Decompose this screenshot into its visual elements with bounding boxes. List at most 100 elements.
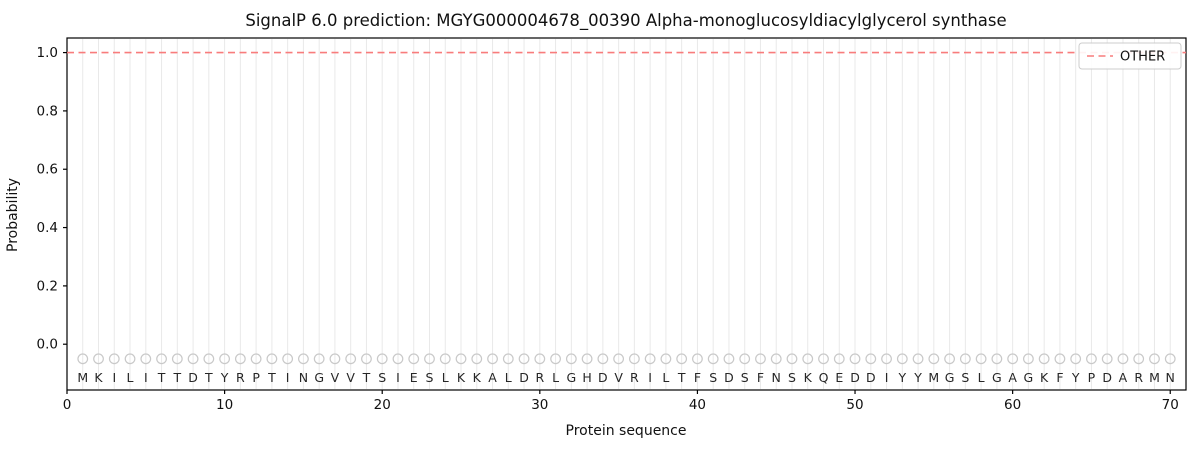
residue-letter: P	[1088, 370, 1096, 385]
residue-marker-circle	[723, 353, 735, 365]
residue-marker-circle	[1149, 353, 1160, 365]
residue-letter: Y	[1071, 370, 1080, 385]
residue-letter: D	[519, 370, 529, 385]
residue-letter: R	[1134, 370, 1143, 385]
residue-letter: S	[709, 370, 717, 385]
x-tick-label: 50	[846, 397, 863, 413]
residue-marker-circle	[471, 353, 483, 365]
residue-marker-circle	[565, 353, 577, 365]
residue-letter: G	[314, 370, 324, 385]
y-tick-label: 1.0	[37, 45, 58, 61]
residue-marker-circle	[219, 353, 231, 365]
residue-marker-circle	[266, 353, 278, 365]
residue-marker-circle	[802, 353, 814, 365]
residue-marker-circle	[1022, 353, 1034, 365]
residue-marker-circle	[1054, 353, 1066, 365]
residue-letter: I	[286, 370, 290, 385]
residue-marker-circle	[881, 353, 892, 365]
residue-letter: A	[488, 370, 497, 385]
residue-marker-circle	[1038, 353, 1050, 365]
residue-letter: F	[1056, 370, 1063, 385]
residue-letter: D	[188, 370, 198, 385]
residue-marker-circle	[1007, 353, 1019, 365]
residue-letter: K	[94, 370, 103, 385]
residue-letter: I	[112, 370, 116, 385]
residue-marker-circle	[1164, 353, 1176, 365]
residue-letter: E	[835, 370, 843, 385]
residue-letter: Y	[220, 370, 229, 385]
residue-marker-circle	[282, 353, 294, 365]
residue-marker-circle	[502, 353, 514, 365]
y-tick-label: 0.2	[37, 278, 58, 294]
residue-letter: T	[157, 370, 166, 385]
residue-marker-circle	[534, 353, 546, 365]
residue-marker-circle	[660, 353, 672, 365]
residue-marker-circle	[676, 353, 688, 365]
residue-letter: T	[204, 370, 213, 385]
residue-letter: R	[535, 370, 544, 385]
x-tick-label: 40	[689, 397, 706, 413]
residue-marker-circle	[171, 353, 183, 365]
residue-marker-circle	[203, 353, 215, 365]
residue-marker-circle	[124, 353, 136, 365]
chart-title: SignalP 6.0 prediction: MGYG000004678_00…	[245, 11, 1006, 31]
residue-letter: A	[1119, 370, 1128, 385]
x-axis-label: Protein sequence	[566, 423, 687, 439]
residue-letter: K	[473, 370, 482, 385]
residue-marker-circle	[93, 353, 104, 365]
residue-marker-circle	[975, 353, 987, 365]
residue-letter: A	[1008, 370, 1017, 385]
residue-letter: N	[1166, 370, 1175, 385]
residue-letter: Q	[819, 370, 829, 385]
residue-marker-circle	[1101, 353, 1113, 365]
residue-marker-circle	[313, 353, 325, 365]
residue-marker-circle	[376, 353, 388, 365]
residue-marker-circle	[613, 353, 625, 365]
residue-letter: G	[566, 370, 576, 385]
residue-letter: H	[582, 370, 591, 385]
residue-letter: N	[772, 370, 781, 385]
residue-letter: T	[173, 370, 182, 385]
residue-marker-circle	[739, 353, 751, 365]
x-tick-label: 30	[531, 397, 548, 413]
residue-marker-circle	[298, 353, 309, 365]
residue-marker-circle	[628, 353, 640, 365]
residue-marker-circle	[644, 353, 656, 365]
residue-marker-circle	[959, 353, 971, 365]
residue-marker-circle	[487, 353, 498, 365]
residue-letter: M	[928, 370, 939, 385]
residue-letter: S	[426, 370, 434, 385]
residue-letter: L	[442, 370, 449, 385]
residue-letter: I	[648, 370, 652, 385]
residue-letter: T	[362, 370, 371, 385]
residue-letter: M	[1149, 370, 1160, 385]
residue-marker-circle	[518, 353, 530, 365]
plot-area: 0 10 20 30 40 50 60 700.00.20.40.60.81.0M K I L I T T…	[37, 37, 1187, 413]
residue-marker-circle	[329, 353, 341, 365]
x-tick-label: 0	[63, 397, 72, 413]
residue-letter: S	[741, 370, 749, 385]
residue-marker-circle	[439, 353, 451, 365]
residue-letter: L	[505, 370, 512, 385]
y-tick-label: 0.4	[37, 220, 58, 236]
residue-letter: D	[850, 370, 860, 385]
residue-letter: L	[978, 370, 985, 385]
y-axis-label: Probability	[5, 178, 21, 252]
residue-marker-circle	[77, 353, 89, 365]
x-tick-label: 10	[216, 397, 233, 413]
residue-letter: M	[77, 370, 88, 385]
residue-letter: K	[457, 370, 466, 385]
residue-letter: F	[694, 370, 701, 385]
residue-letter: D	[866, 370, 876, 385]
residue-letter: T	[677, 370, 686, 385]
residue-marker-circle	[818, 353, 829, 365]
x-tick-label: 20	[374, 397, 391, 413]
residue-letter: Y	[897, 370, 906, 385]
residue-letter: D	[598, 370, 608, 385]
residue-marker-circle	[392, 353, 404, 365]
residue-marker-circle	[1070, 353, 1082, 365]
residue-marker-circle	[912, 353, 924, 365]
y-tick-label: 0.0	[37, 337, 58, 353]
residue-letter: L	[662, 370, 669, 385]
